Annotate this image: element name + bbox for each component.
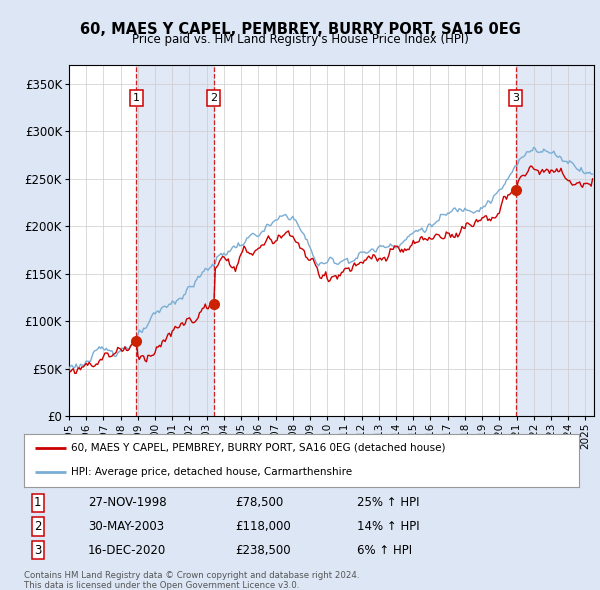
Text: 27-NOV-1998: 27-NOV-1998 (88, 496, 166, 510)
Text: HPI: Average price, detached house, Carmarthenshire: HPI: Average price, detached house, Carm… (71, 467, 352, 477)
Text: This data is licensed under the Open Government Licence v3.0.: This data is licensed under the Open Gov… (24, 581, 299, 589)
Text: 1: 1 (133, 93, 140, 103)
Text: 30-MAY-2003: 30-MAY-2003 (88, 520, 164, 533)
Text: 2: 2 (34, 520, 41, 533)
Text: £238,500: £238,500 (235, 543, 290, 557)
Text: 60, MAES Y CAPEL, PEMBREY, BURRY PORT, SA16 0EG (detached house): 60, MAES Y CAPEL, PEMBREY, BURRY PORT, S… (71, 443, 446, 453)
Text: 25% ↑ HPI: 25% ↑ HPI (357, 496, 419, 510)
Text: 3: 3 (512, 93, 520, 103)
Text: 60, MAES Y CAPEL, PEMBREY, BURRY PORT, SA16 0EG: 60, MAES Y CAPEL, PEMBREY, BURRY PORT, S… (80, 22, 520, 37)
Text: 1: 1 (34, 496, 41, 510)
Text: 2: 2 (210, 93, 217, 103)
Text: Contains HM Land Registry data © Crown copyright and database right 2024.: Contains HM Land Registry data © Crown c… (24, 571, 359, 579)
Text: 16-DEC-2020: 16-DEC-2020 (88, 543, 166, 557)
Text: Price paid vs. HM Land Registry's House Price Index (HPI): Price paid vs. HM Land Registry's House … (131, 33, 469, 46)
Bar (516, 65, 594, 416)
Bar (136, 65, 214, 416)
Text: 3: 3 (34, 543, 41, 557)
Text: £118,000: £118,000 (235, 520, 290, 533)
Text: 6% ↑ HPI: 6% ↑ HPI (357, 543, 412, 557)
Text: 14% ↑ HPI: 14% ↑ HPI (357, 520, 419, 533)
Text: £78,500: £78,500 (235, 496, 283, 510)
